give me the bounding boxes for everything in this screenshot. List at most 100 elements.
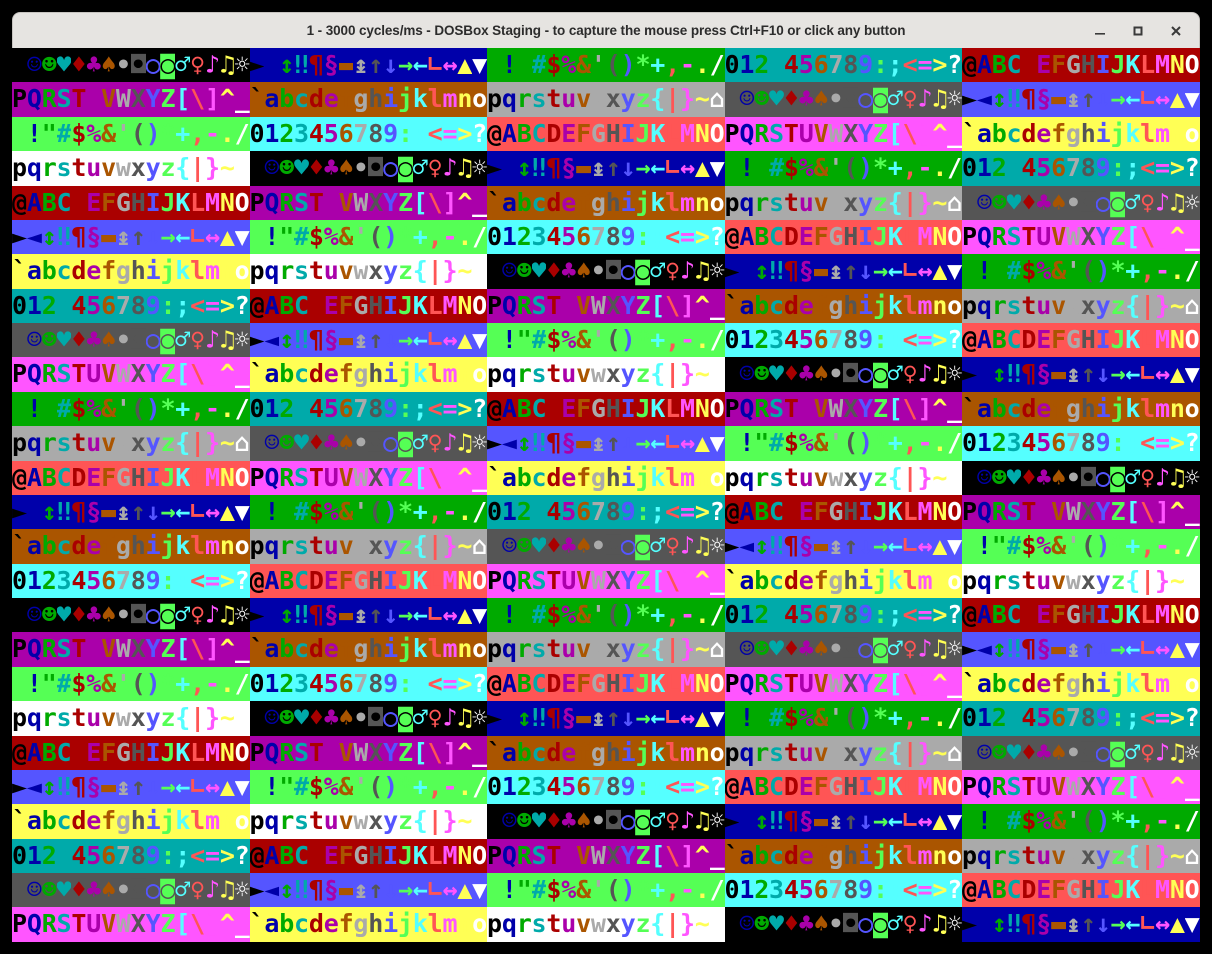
- dos-char-cell: b: [991, 391, 1007, 427]
- dos-char-cell: P: [724, 116, 740, 152]
- window-titlebar[interactable]: 1 - 3000 cycles/ms - DOSBox Staging - to…: [12, 12, 1200, 48]
- dos-char-cell: B: [754, 769, 770, 805]
- dos-char-cell: [962, 185, 977, 220]
- dos-char-cell: ♂: [1125, 185, 1141, 220]
- maximize-button[interactable]: [1119, 13, 1157, 48]
- dos-char-cell: ): [858, 426, 873, 461]
- dos-char-cell: 9: [383, 391, 398, 427]
- dos-char-cell: ←: [1125, 632, 1141, 667]
- dos-char-cell: a: [264, 82, 280, 117]
- dos-char-cell: P: [724, 666, 740, 702]
- dos-char-cell: .: [219, 116, 235, 152]
- dos-char-cell: ♪: [679, 254, 695, 289]
- dos-char-cell: C: [769, 494, 784, 530]
- dos-char-cell: ?: [472, 391, 487, 427]
- dos-char-cell: z: [397, 804, 413, 839]
- dos-char-cell: 6: [338, 391, 354, 427]
- dos-char-cell: !: [26, 391, 42, 427]
- dos-char-cell: ‼: [769, 804, 784, 839]
- dos-char-cell: |: [665, 632, 680, 667]
- dos-char-cell: ): [145, 666, 161, 702]
- dos-char-cell: u: [561, 632, 577, 667]
- minimize-button[interactable]: [1081, 13, 1119, 48]
- close-button[interactable]: [1157, 13, 1195, 48]
- dos-char-cell: (: [605, 873, 621, 908]
- dos-char-cell: ♦: [1021, 460, 1037, 495]
- dos-char-cell: R: [991, 494, 1007, 530]
- dos-char-cell: 9: [1095, 426, 1111, 461]
- dos-char-cell: 3: [1006, 701, 1022, 736]
- dos-char-cell: 4: [1021, 426, 1037, 461]
- dos-char-cell: S: [294, 735, 309, 770]
- dos-char-cell: >: [1169, 701, 1185, 736]
- dos-char-cell: U: [323, 460, 339, 495]
- dos-char-cell: 5: [1036, 151, 1052, 186]
- dos-char-cell: w: [590, 632, 606, 667]
- dos-char-cell: ': [353, 494, 369, 530]
- dos-char-cell: /: [709, 598, 725, 633]
- dos-char-cell: ;: [887, 598, 903, 633]
- dos-char-cell: q: [501, 907, 517, 942]
- dos-char-cell: +: [1125, 529, 1141, 564]
- dos-char-cell: s: [531, 632, 547, 667]
- dos-char-cell: R: [41, 357, 57, 392]
- dos-char-cell: ): [1095, 529, 1111, 564]
- dos-char-cell: [249, 151, 265, 186]
- dos-char-cell: [724, 632, 740, 667]
- dos-char-cell: M: [679, 116, 695, 152]
- dos-char-cell: ~: [1169, 563, 1185, 598]
- dos-char-cell: s: [769, 460, 784, 495]
- dos-char-cell: |: [902, 185, 918, 220]
- dos-char-cell: /: [472, 494, 487, 530]
- dos-char-cell: g: [353, 82, 369, 117]
- dos-char-cell: ↕: [516, 701, 532, 736]
- dos-char-cell: D: [1021, 873, 1037, 908]
- dos-char-cell: Y: [145, 82, 161, 117]
- dos-char-cell: ‼: [294, 873, 309, 908]
- dos-char-cell: >: [219, 563, 235, 598]
- dosbox-display-canvas[interactable]: ☺☻♥♦♣♠•◘○◙♂♀♪♫☼►◄↕‼¶§▬↨↑↓→←∟↔▲▼ !"#$%&'(…: [12, 48, 1200, 942]
- dos-char-cell: j: [160, 254, 176, 289]
- dos-char-cell: U: [561, 563, 577, 598]
- dos-char-cell: ♣: [86, 598, 102, 633]
- dos-char-cell: ↓: [620, 151, 636, 186]
- dos-char-cell: :: [635, 219, 651, 255]
- dos-char-cell: #: [769, 151, 784, 186]
- dos-char-cell: ]: [1154, 219, 1170, 255]
- dos-char-cell: V: [813, 666, 829, 702]
- dos-char-cell: T: [1021, 769, 1037, 805]
- dos-char-cell: O: [234, 185, 250, 220]
- dos-char-cell: .: [1169, 529, 1185, 564]
- dos-char-cell: ♦: [308, 151, 324, 186]
- dos-char-cell: e: [323, 357, 339, 392]
- dos-char-cell: ▬: [1051, 632, 1066, 667]
- dos-char-cell: ◙: [872, 82, 888, 117]
- dos-char-cell: K: [887, 494, 903, 530]
- dos-char-cell: <: [1140, 151, 1155, 186]
- dos-char-cell: r: [516, 632, 532, 667]
- dos-char-cell: `: [724, 838, 740, 873]
- dos-char-cell: `: [724, 563, 740, 598]
- dos-char-cell: ◙: [397, 701, 413, 736]
- dos-char-cell: i: [858, 563, 873, 598]
- dos-char-cell: •: [115, 323, 131, 358]
- dos-char-cell: .: [457, 494, 473, 530]
- dos-char-cell: $: [783, 426, 799, 461]
- dos-char-cell: →: [397, 323, 413, 358]
- dos-char-cell: I: [1095, 48, 1111, 83]
- dos-char-cell: [487, 529, 502, 564]
- dos-char-cell: p: [487, 357, 502, 392]
- dos-char-cell: ◙: [635, 529, 651, 564]
- dos-char-cell: L: [902, 769, 918, 805]
- dos-char-cell: ♠: [1051, 185, 1066, 220]
- dos-char-cell: ¶: [783, 254, 799, 289]
- dos-char-cell: ►: [249, 598, 265, 633]
- dos-char-cell: S: [56, 907, 72, 942]
- dos-char-cell: r: [754, 460, 770, 495]
- dos-char-cell: j: [635, 735, 651, 770]
- dos-char-cell: ;: [650, 494, 666, 530]
- dos-char-cell: D: [71, 185, 87, 220]
- dos-char-cell: <: [902, 48, 918, 83]
- dos-char-cell: ': [828, 151, 844, 186]
- dos-char-cell: ♀: [427, 426, 443, 461]
